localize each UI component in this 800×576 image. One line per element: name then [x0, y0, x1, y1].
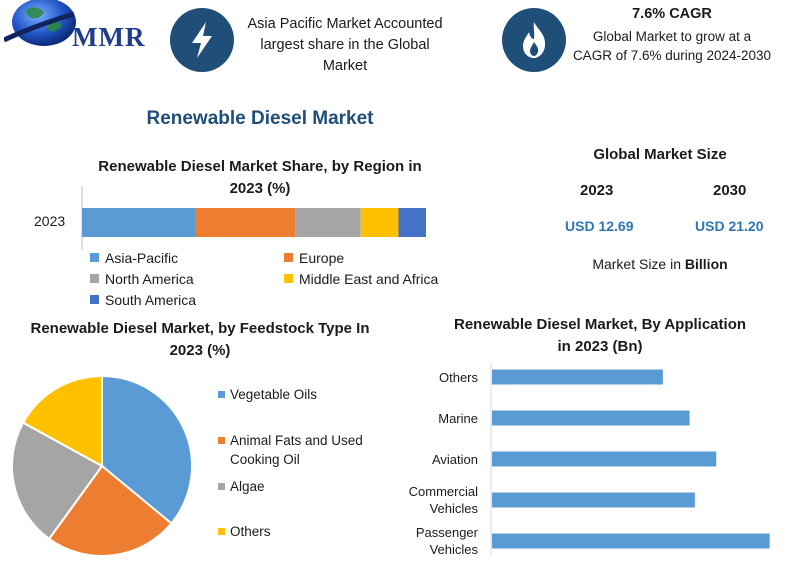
- legend-label: Europe: [299, 250, 345, 266]
- application-bar-others: [492, 369, 663, 385]
- legend-swatch: [218, 528, 225, 535]
- logo-text: MMR: [72, 22, 146, 52]
- pie-legend-item-others: Others: [218, 522, 400, 541]
- application-bar-marine: [492, 410, 690, 426]
- legend-swatch: [284, 253, 293, 262]
- legend-swatch: [218, 391, 225, 398]
- legend-swatch: [284, 274, 293, 283]
- region-chart-title: Renewable Diesel Market Share, by Region…: [98, 158, 422, 197]
- lightning-bolt-icon: [170, 8, 234, 72]
- market-size-unit-bold: Billion: [684, 256, 728, 272]
- region-bar-category-label: 2023: [34, 213, 66, 229]
- legend-swatch: [90, 253, 99, 262]
- application-tick-label-passenger-vehicles: Passenger Vehicles: [415, 525, 478, 557]
- feedstock-chart-title: Renewable Diesel Market, by Feedstock Ty…: [30, 320, 370, 359]
- region-legend-item-europe: Europe: [284, 250, 344, 266]
- main-title: Renewable Diesel Market: [146, 108, 374, 129]
- pie-slice-algae: [11, 421, 104, 541]
- region-bar-segment-middle-east-and-africa: [360, 208, 399, 237]
- globe-logo-icon: [4, 0, 76, 46]
- feedstock-pie-chart: [11, 374, 193, 557]
- region-legend-item-south-america: South America: [90, 292, 196, 308]
- region-bar-segment-south-america: [398, 208, 426, 237]
- legend-swatch: [90, 274, 99, 283]
- legend-label: North America: [105, 271, 194, 287]
- legend-label: Vegetable Oils: [230, 387, 318, 402]
- application-bar-passenger-vehicles: [492, 533, 770, 549]
- legend-label: Middle East and Africa: [299, 271, 439, 287]
- application-tick-label-commercial-vehicles: Commercial Vehicles: [408, 484, 478, 516]
- legend-label: Algae: [230, 479, 265, 494]
- cagr-description: Global Market to grow at a CAGR of 7.6% …: [572, 29, 772, 63]
- market-share-statement: Asia Pacific Market Accounted largest sh…: [247, 16, 443, 74]
- application-tick-label-others: Others: [438, 369, 478, 385]
- market-size-unit-note: Market Size in Billion: [555, 256, 765, 272]
- region-bar-segment-north-america: [295, 208, 361, 237]
- region-legend-item-middle-east-and-africa: Middle East and Africa: [284, 271, 438, 287]
- application-chart-title: Renewable Diesel Market, By Application …: [453, 316, 747, 355]
- application-bar-aviation: [492, 451, 717, 467]
- region-legend-item-asia-pacific: Asia-Pacific: [90, 250, 178, 266]
- legend-swatch: [218, 483, 225, 490]
- legend-label: Others: [230, 524, 271, 539]
- cagr-title: 7.6% CAGR: [632, 6, 712, 22]
- flame-icon: [502, 8, 566, 72]
- market-year-2023: 2023: [580, 182, 614, 199]
- application-bar-commercial-vehicles: [492, 492, 695, 508]
- market-year-2030: 2030: [713, 182, 747, 199]
- market-size-unit-prefix: Market Size in: [592, 256, 685, 272]
- legend-label: Asia-Pacific: [105, 250, 179, 266]
- market-value-2030: USD 21.20: [695, 218, 764, 234]
- legend-label: South America: [105, 292, 197, 308]
- application-tick-label-marine: Marine: [438, 410, 478, 426]
- pie-slice-vegetable-oils: [101, 374, 193, 525]
- region-bar-segment-asia-pacific: [82, 208, 196, 237]
- global-market-size-title: Global Market Size: [593, 146, 727, 163]
- pie-legend-item-vegetable-oils: Vegetable Oils: [218, 385, 400, 404]
- pie-legend-item-algae: Algae: [218, 477, 400, 496]
- legend-label: Animal Fats and Used Cooking Oil: [230, 433, 363, 467]
- pie-slice-others: [21, 374, 103, 468]
- legend-swatch: [218, 437, 225, 444]
- pie-legend-item-animal-fats-and-used-cooking-oil: Animal Fats and Used Cooking Oil: [218, 431, 400, 469]
- region-legend-item-north-america: North America: [90, 271, 194, 287]
- market-value-2023: USD 12.69: [565, 218, 634, 234]
- application-tick-label-aviation: Aviation: [431, 451, 478, 467]
- legend-swatch: [90, 295, 99, 304]
- pie-slice-animal-fats-and-used-cooking-oil: [47, 464, 173, 557]
- region-bar-segment-europe: [195, 208, 296, 237]
